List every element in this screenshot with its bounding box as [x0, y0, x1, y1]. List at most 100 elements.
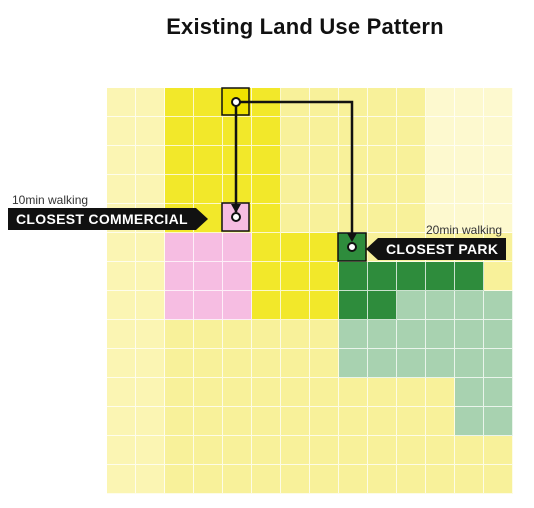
grid-cell: [426, 465, 455, 494]
grid-cell: [136, 320, 165, 349]
grid-cell: [310, 407, 339, 436]
grid-cell: [107, 146, 136, 175]
grid-cell: [281, 146, 310, 175]
grid-cell: [136, 465, 165, 494]
grid-cell: [281, 291, 310, 320]
grid-cell: [397, 117, 426, 146]
grid-cell: [397, 146, 426, 175]
grid-cell: [426, 291, 455, 320]
grid-cell: [194, 146, 223, 175]
grid-cell: [194, 378, 223, 407]
park-point: [347, 242, 357, 252]
grid-cell: [252, 378, 281, 407]
grid-cell: [107, 233, 136, 262]
grid-cell: [165, 436, 194, 465]
grid-cell: [252, 262, 281, 291]
grid-cell: [223, 262, 252, 291]
grid-cell: [484, 117, 513, 146]
grid-cell: [310, 204, 339, 233]
page-title: Existing Land Use Pattern: [166, 14, 444, 39]
grid-cell: [136, 436, 165, 465]
grid-cell: [310, 262, 339, 291]
grid-cell: [194, 465, 223, 494]
grid-cell: [136, 378, 165, 407]
grid-cell: [339, 407, 368, 436]
grid-cell: [194, 233, 223, 262]
grid-cell: [165, 88, 194, 117]
grid-cell: [107, 407, 136, 436]
grid-cell: [455, 320, 484, 349]
grid-cell: [310, 291, 339, 320]
grid-cell: [397, 436, 426, 465]
grid-cell: [252, 349, 281, 378]
grid-cell: [368, 436, 397, 465]
grid-cell: [223, 291, 252, 320]
grid-cell: [397, 88, 426, 117]
grid-cell: [455, 291, 484, 320]
grid-cell: [252, 320, 281, 349]
grid-cell: [339, 378, 368, 407]
grid-cell: [368, 291, 397, 320]
grid-cell: [194, 349, 223, 378]
grid-cell: [223, 146, 252, 175]
commercial-walk-time: 10min walking: [12, 193, 89, 207]
grid-cell: [339, 349, 368, 378]
grid-cell: [194, 407, 223, 436]
grid-cell: [194, 175, 223, 204]
grid-cell: [107, 378, 136, 407]
route-to-commercial-arrowhead: [231, 204, 241, 213]
grid-cell: [484, 465, 513, 494]
grid-cell: [136, 233, 165, 262]
grid-cell: [397, 378, 426, 407]
grid-cell: [339, 436, 368, 465]
grid-cell: [455, 175, 484, 204]
grid-cell: [281, 262, 310, 291]
grid-cell: [368, 117, 397, 146]
route-to-park-arrowhead: [347, 233, 357, 242]
grid-cell: [194, 262, 223, 291]
grid-cell: [281, 465, 310, 494]
grid-cell: [397, 407, 426, 436]
grid-cell: [310, 436, 339, 465]
grid-cell: [136, 262, 165, 291]
grid-cell: [223, 436, 252, 465]
grid-cell: [194, 436, 223, 465]
grid-cell: [484, 291, 513, 320]
grid-cell: [397, 320, 426, 349]
grid-cell: [397, 175, 426, 204]
grid-cell: [107, 117, 136, 146]
grid-cell: [194, 117, 223, 146]
grid-cell: [455, 349, 484, 378]
grid-cell: [281, 407, 310, 436]
grid-cell: [455, 407, 484, 436]
grid-cell: [339, 146, 368, 175]
grid-cell: [310, 378, 339, 407]
grid-cell: [194, 291, 223, 320]
park-walk-time: 20min walking: [426, 223, 503, 237]
grid-cell: [136, 407, 165, 436]
grid-cell: [194, 88, 223, 117]
grid-cell: [281, 117, 310, 146]
grid-cell: [455, 146, 484, 175]
grid-cell: [484, 175, 513, 204]
grid-cell: [368, 320, 397, 349]
grid-cell: [368, 407, 397, 436]
grid-cell: [426, 175, 455, 204]
start-point: [231, 97, 241, 107]
grid-cell: [107, 320, 136, 349]
grid-cell: [339, 175, 368, 204]
grid-cell: [310, 175, 339, 204]
grid-cell: [368, 146, 397, 175]
grid-cell: [281, 378, 310, 407]
grid-cell: [223, 378, 252, 407]
grid-cell: [426, 262, 455, 291]
grid-cell: [165, 117, 194, 146]
grid-cell: [107, 291, 136, 320]
grid-cell: [368, 88, 397, 117]
grid-cell: [339, 262, 368, 291]
grid-cell: [426, 436, 455, 465]
grid-cell: [165, 146, 194, 175]
grid-cell: [107, 175, 136, 204]
grid-cell: [455, 262, 484, 291]
